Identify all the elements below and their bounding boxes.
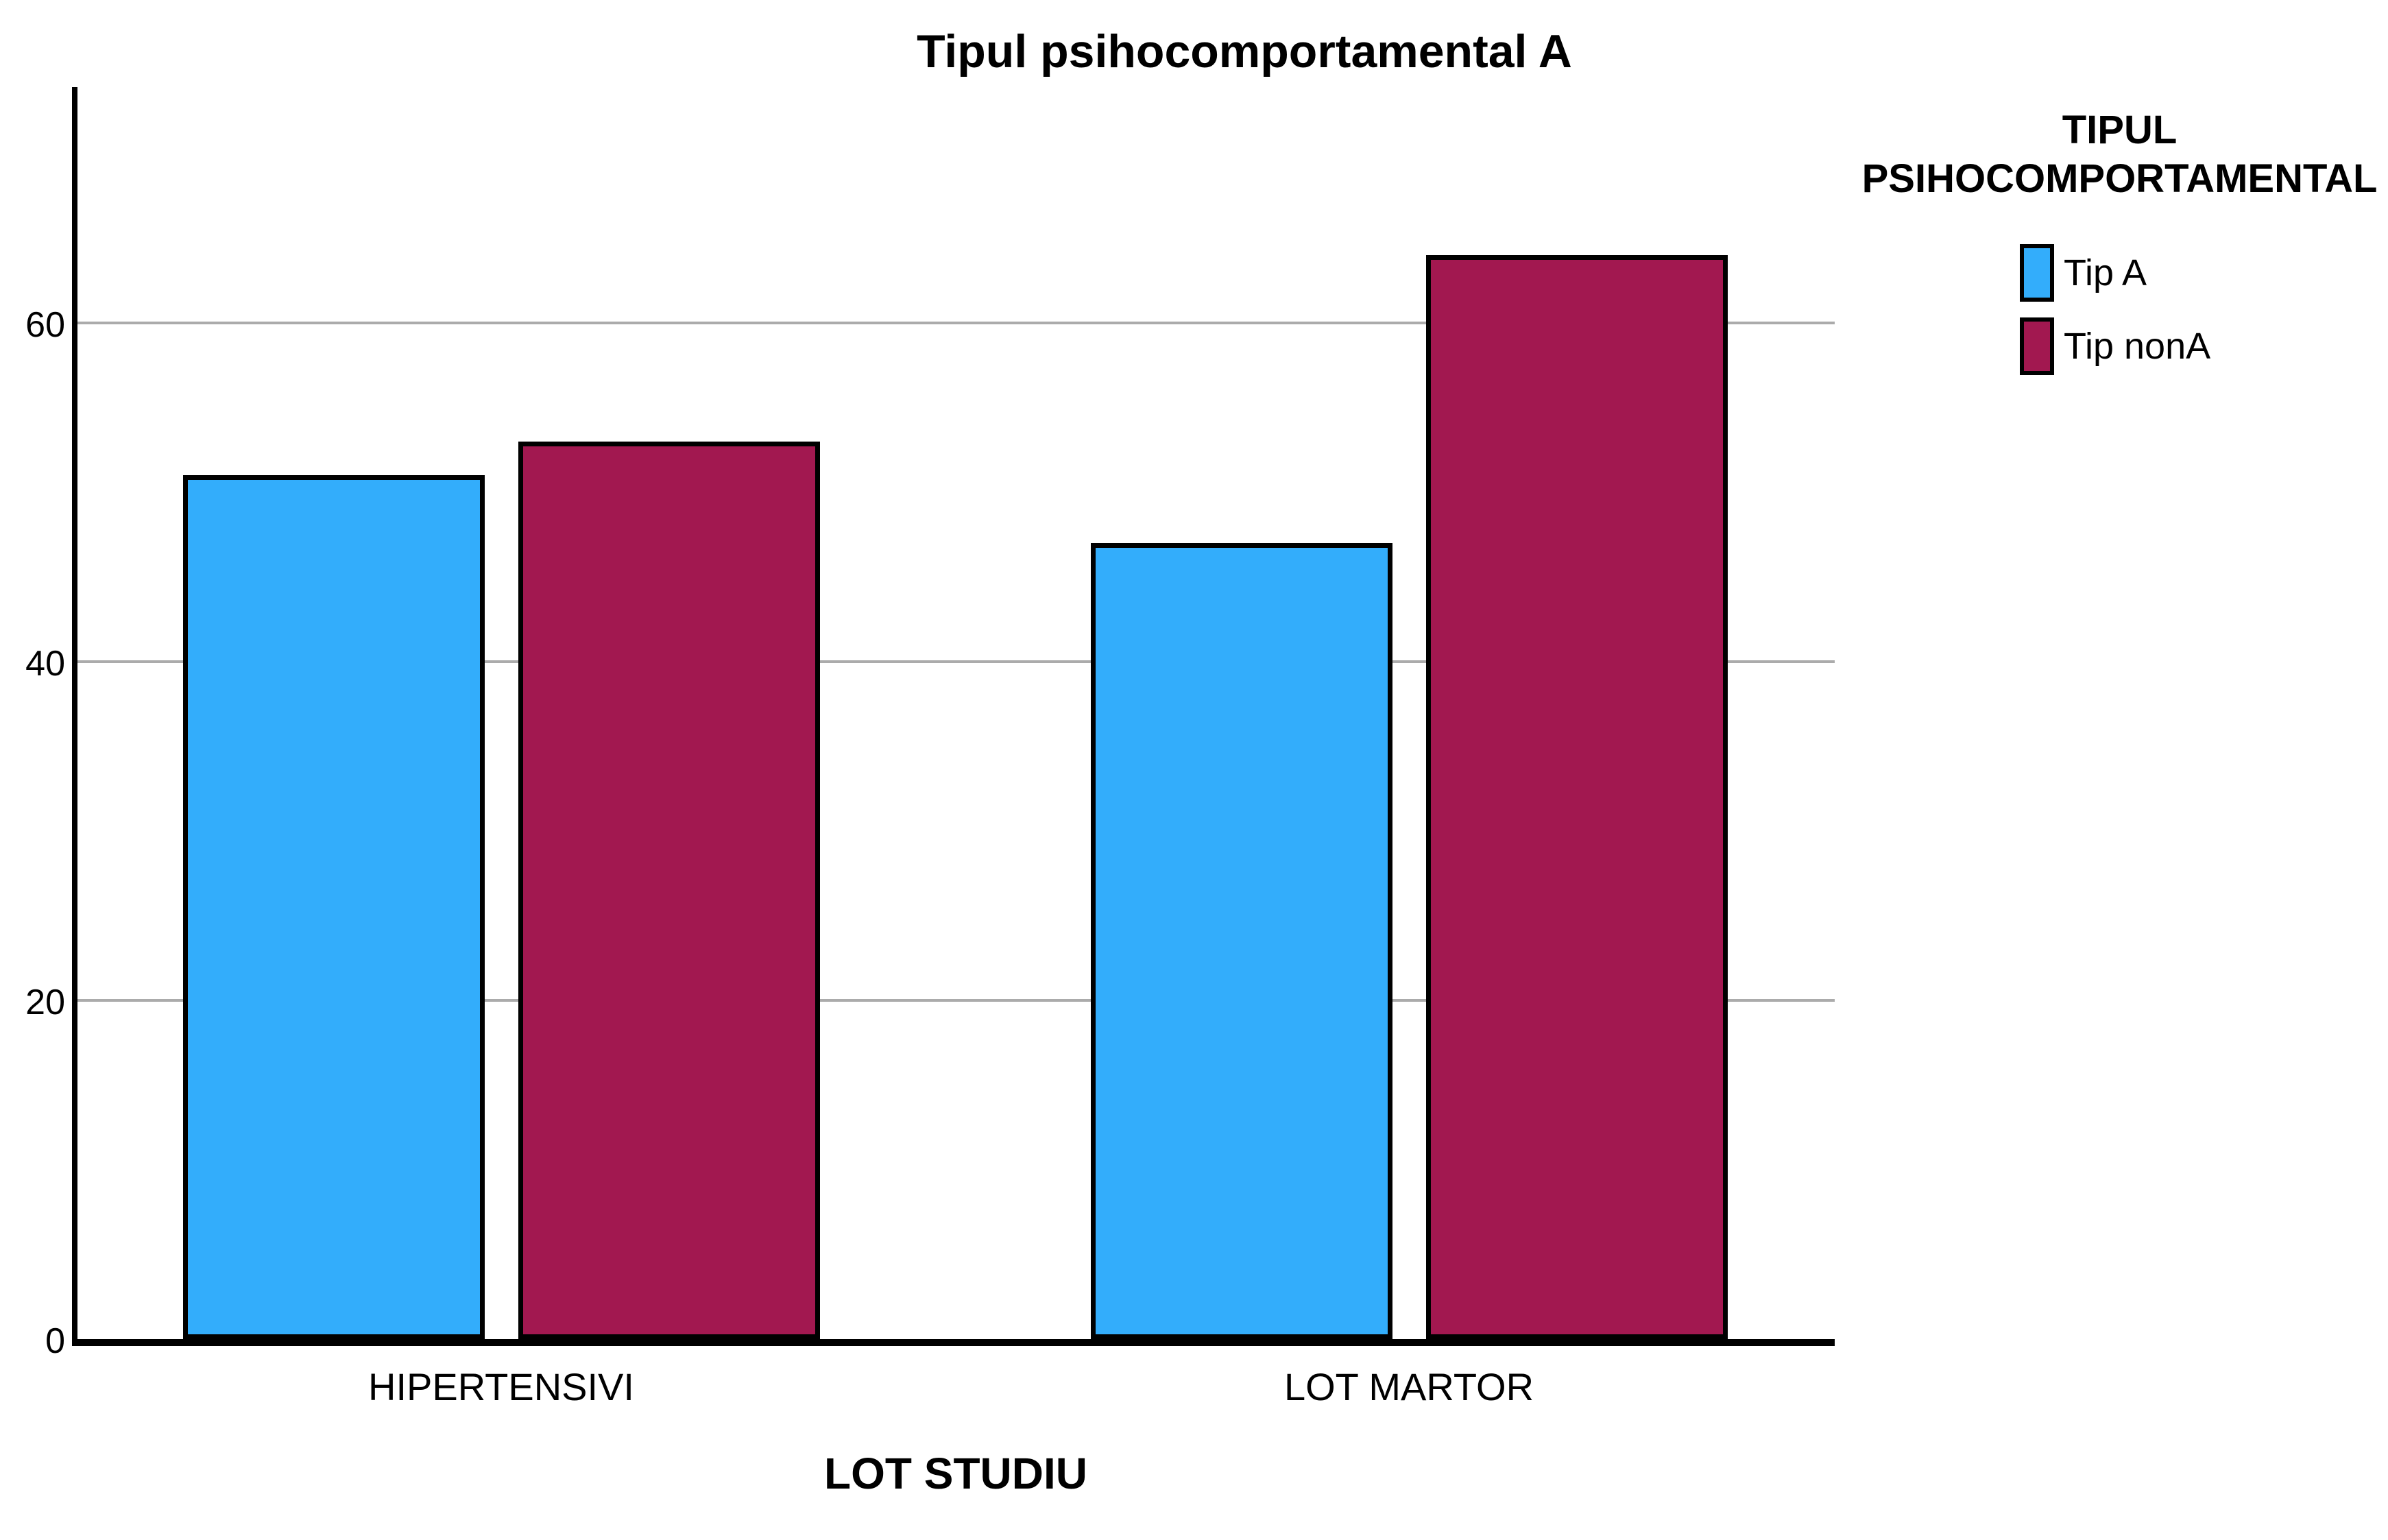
bar-hipertensivi-tip-a [182, 475, 485, 1339]
y-tick-label-20: 20 [25, 983, 65, 1022]
legend-label-tip-nona: Tip nonA [2064, 325, 2211, 367]
bar-lot-martor-tip-nona [1425, 255, 1728, 1339]
legend-swatch-tip-a [2020, 243, 2054, 302]
legend-entries: Tip A Tip nonA [1851, 243, 2388, 376]
category-label-lot-martor: LOT MARTOR [1283, 1365, 1534, 1408]
y-tick-label-0: 0 [45, 1321, 65, 1361]
category-label-hipertensivi: HIPERTENSIVI [368, 1365, 634, 1408]
bar-lot-martor-tip-a [1090, 543, 1392, 1339]
legend-swatch-tip-nona [2020, 317, 2054, 375]
chart-title: Tipul psihocomportamental A [917, 25, 1572, 77]
gridline-y-20 [77, 999, 1835, 1002]
bar-hipertensivi-tip-nona [518, 442, 820, 1339]
legend-entry-tip-nona: Tip nonA [2020, 317, 2388, 376]
legend-title: TIPUL PSIHOCOMPORTAMENTAL [1861, 108, 2378, 201]
x-axis-title: LOT STUDIU [824, 1449, 1087, 1498]
plot-area [72, 87, 1835, 1346]
gridline-y-40 [77, 660, 1835, 663]
gridline-y-60 [77, 322, 1835, 324]
y-tick-label-40: 40 [25, 644, 65, 684]
y-tick-label-60: 60 [25, 305, 65, 345]
legend: TIPUL PSIHOCOMPORTAMENTAL Tip A Tip nonA [1851, 106, 2388, 390]
legend-entry-tip-a: Tip A [2020, 243, 2388, 302]
legend-label-tip-a: Tip A [2064, 252, 2147, 293]
